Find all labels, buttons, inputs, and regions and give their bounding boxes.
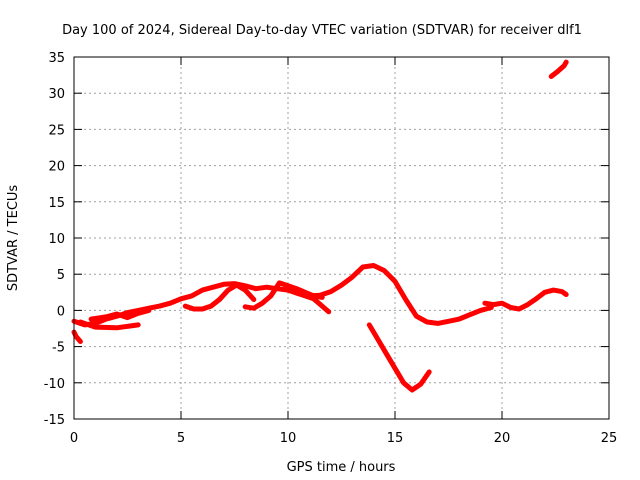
series-line-arc-e bbox=[182, 282, 257, 312]
series-layer bbox=[71, 59, 569, 393]
x-tick-label: 15 bbox=[387, 431, 404, 446]
x-tick-label: 20 bbox=[494, 431, 511, 446]
x-tick-label: 10 bbox=[280, 431, 297, 446]
y-tick-label: -10 bbox=[44, 377, 65, 392]
x-tick-label: 0 bbox=[70, 431, 78, 446]
y-tick-label: 0 bbox=[57, 304, 65, 319]
y-tick-label: 10 bbox=[48, 232, 65, 247]
y-tick-label: 15 bbox=[48, 196, 65, 211]
y-tick-label: 20 bbox=[48, 160, 65, 175]
series-line-arc-j bbox=[548, 59, 569, 79]
series-line-arc-c bbox=[77, 319, 141, 331]
series-line-arc-f bbox=[242, 280, 325, 311]
chart-title: Day 100 of 2024, Sidereal Day-to-day VTE… bbox=[62, 23, 582, 38]
x-tick-label: 5 bbox=[177, 431, 185, 446]
y-tick-label: 5 bbox=[57, 268, 65, 283]
grid-lines bbox=[74, 57, 609, 419]
y-tick-label: -5 bbox=[52, 341, 65, 356]
y-tick-label: 35 bbox=[48, 51, 65, 66]
y-tick-label: 30 bbox=[48, 87, 65, 102]
y-tick-label: -15 bbox=[44, 413, 65, 428]
series-line-arc-g bbox=[294, 290, 332, 315]
series-line-arc-d bbox=[88, 307, 152, 322]
axis-ticks bbox=[73, 56, 610, 420]
x-tick-label: 25 bbox=[601, 431, 618, 446]
y-tick-label: 25 bbox=[48, 123, 65, 138]
series-line-arc-a bbox=[71, 329, 83, 344]
tick-labels: -15 -10 -5 0 5 10 15 20 25 30 35 0 5 10 15 20 25 bbox=[44, 51, 618, 446]
series-line-arc-i bbox=[482, 287, 569, 312]
x-axis-label: GPS time / hours bbox=[287, 460, 396, 475]
y-axis-label: SDTVAR / TECUs bbox=[6, 185, 21, 292]
series-line-arc-h bbox=[366, 322, 432, 393]
